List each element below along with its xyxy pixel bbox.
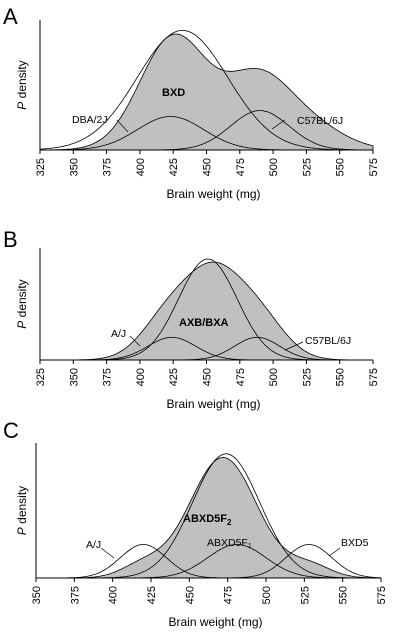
panel-a-y-axis-title-rest: density (15, 60, 29, 101)
panel-c: 350 375 400 425 450 475 500 525 550 575 Brain weig… (15, 443, 388, 629)
panel-b-tick-label: 450 (202, 368, 214, 386)
panel-c-f1-label: ABXD5F1 (207, 537, 252, 550)
panel-c-f2-label: ABXD5F2 (183, 513, 232, 527)
panel-a-tick-label: 500 (268, 158, 280, 176)
panel-b-letter: B (3, 227, 18, 252)
panel-c-y-axis-title-rest: density (15, 486, 29, 527)
panel-b-tick-label: 350 (68, 368, 80, 386)
panel-b-c57-label: C57BL/6J (305, 335, 351, 347)
panel-c-tick-label: 375 (69, 586, 81, 604)
panel-a-x-axis-title: Brain weight (mg) (166, 187, 260, 201)
panel-a-curve-bxd (39, 30, 373, 151)
panel-a-y-axis-title-italic: P (15, 102, 29, 110)
panel-b-x-axis-title: Brain weight (mg) (166, 397, 260, 411)
panel-c-tick-label: 475 (223, 586, 235, 604)
panel-b-tick-label: 425 (168, 368, 180, 386)
panel-a-y-axis-title: P density (15, 60, 29, 109)
panel-b-tick-label: 575 (368, 368, 380, 386)
panel-b-c57-leader (284, 341, 304, 351)
panel-a-c57-leader (271, 119, 286, 130)
panel-a-plot: 325 350 375 400 425 450 475 500 525 550 575 Brain w… (15, 20, 380, 201)
panel-a-c57-label: C57BL/6J (297, 115, 343, 127)
panel-a: 325 350 375 400 425 450 475 500 525 550 575 Brain w… (15, 20, 380, 201)
panel-c-aj-leader (100, 547, 115, 559)
panel-b-tick-label: 400 (135, 368, 147, 386)
panel-a-tick-label: 475 (235, 158, 247, 176)
panel-b-y-axis-title-italic: P (15, 321, 29, 329)
panel-b-tick-label: 375 (102, 368, 114, 386)
panel-a-tick-label: 525 (301, 158, 313, 176)
panel-a-tick-label: 350 (68, 158, 80, 176)
panel-c-tick-label: 500 (261, 586, 273, 604)
panel-b-plot: 325 350 375 400 425 450 475 500 525 550 575 Brain w… (15, 248, 380, 411)
panel-c-aj-label: A/J (86, 539, 101, 551)
panel-a-tick-label: 425 (168, 158, 180, 176)
panel-c-f2-label-main: ABXD5F (183, 513, 227, 525)
panel-c-f2-label-sub: 2 (227, 518, 232, 527)
panel-c-bxd5-label: BXD5 (341, 537, 369, 549)
panel-c-tick-label: 575 (376, 586, 388, 604)
panel-c-tick-label: 350 (31, 586, 43, 604)
panel-b-tick-label: 550 (335, 368, 347, 386)
panel-c-letter: C (3, 418, 19, 443)
panel-a-tick-label: 575 (368, 158, 380, 176)
panel-b-tick-label: 500 (268, 368, 280, 386)
panel-c-y-axis-title-italic: P (15, 527, 29, 535)
panel-b-axb-label: AXB/BXA (179, 317, 229, 329)
panel-a-dba-label: DBA/2J (72, 114, 108, 126)
panel-c-tick-label: 450 (184, 586, 196, 604)
panel-b-tick-label: 525 (301, 368, 313, 386)
panel-b-tick-label: 325 (35, 368, 47, 386)
panel-b-aj-leader (129, 335, 141, 347)
panel-b-tick-label: 475 (235, 368, 247, 386)
panel-c-bxd5-leader (328, 547, 341, 557)
panel-c-f1-label-sub: 1 (248, 543, 252, 550)
panel-c-y-axis-title: P density (15, 486, 29, 535)
panel-c-f1-label-main: ABXD5F (207, 537, 248, 549)
panel-c-tick-label: 525 (299, 586, 311, 604)
panel-c-tick-label: 550 (338, 586, 350, 604)
panel-a-bxd-label: BXD (162, 87, 185, 99)
panel-a-tick-label: 450 (202, 158, 214, 176)
panel-c-x-axis-title: Brain weight (mg) (168, 615, 262, 629)
panel-a-mixture-area (40, 33, 374, 151)
panel-b-aj-label: A/J (111, 328, 126, 340)
panel-b-y-axis-title: P density (15, 279, 29, 328)
panel-a-tick-label: 550 (335, 158, 347, 176)
panel-c-tick-label: 400 (108, 586, 120, 604)
panel-a-tick-label: 375 (102, 158, 114, 176)
panel-a-letter: A (3, 4, 18, 29)
panel-b: 325 350 375 400 425 450 475 500 525 550 575 Brain w… (15, 248, 380, 411)
panel-b-mixture-area (40, 261, 373, 361)
panel-a-tick-label: 400 (135, 158, 147, 176)
panel-c-plot: 350 375 400 425 450 475 500 525 550 575 Brain weig… (15, 443, 388, 629)
panel-c-mixture-area (36, 457, 382, 579)
panel-a-dba-leader (116, 119, 129, 133)
panel-a-tick-label: 325 (35, 158, 47, 176)
panel-b-y-axis-title-rest: density (15, 279, 29, 320)
panel-c-tick-label: 425 (146, 586, 158, 604)
